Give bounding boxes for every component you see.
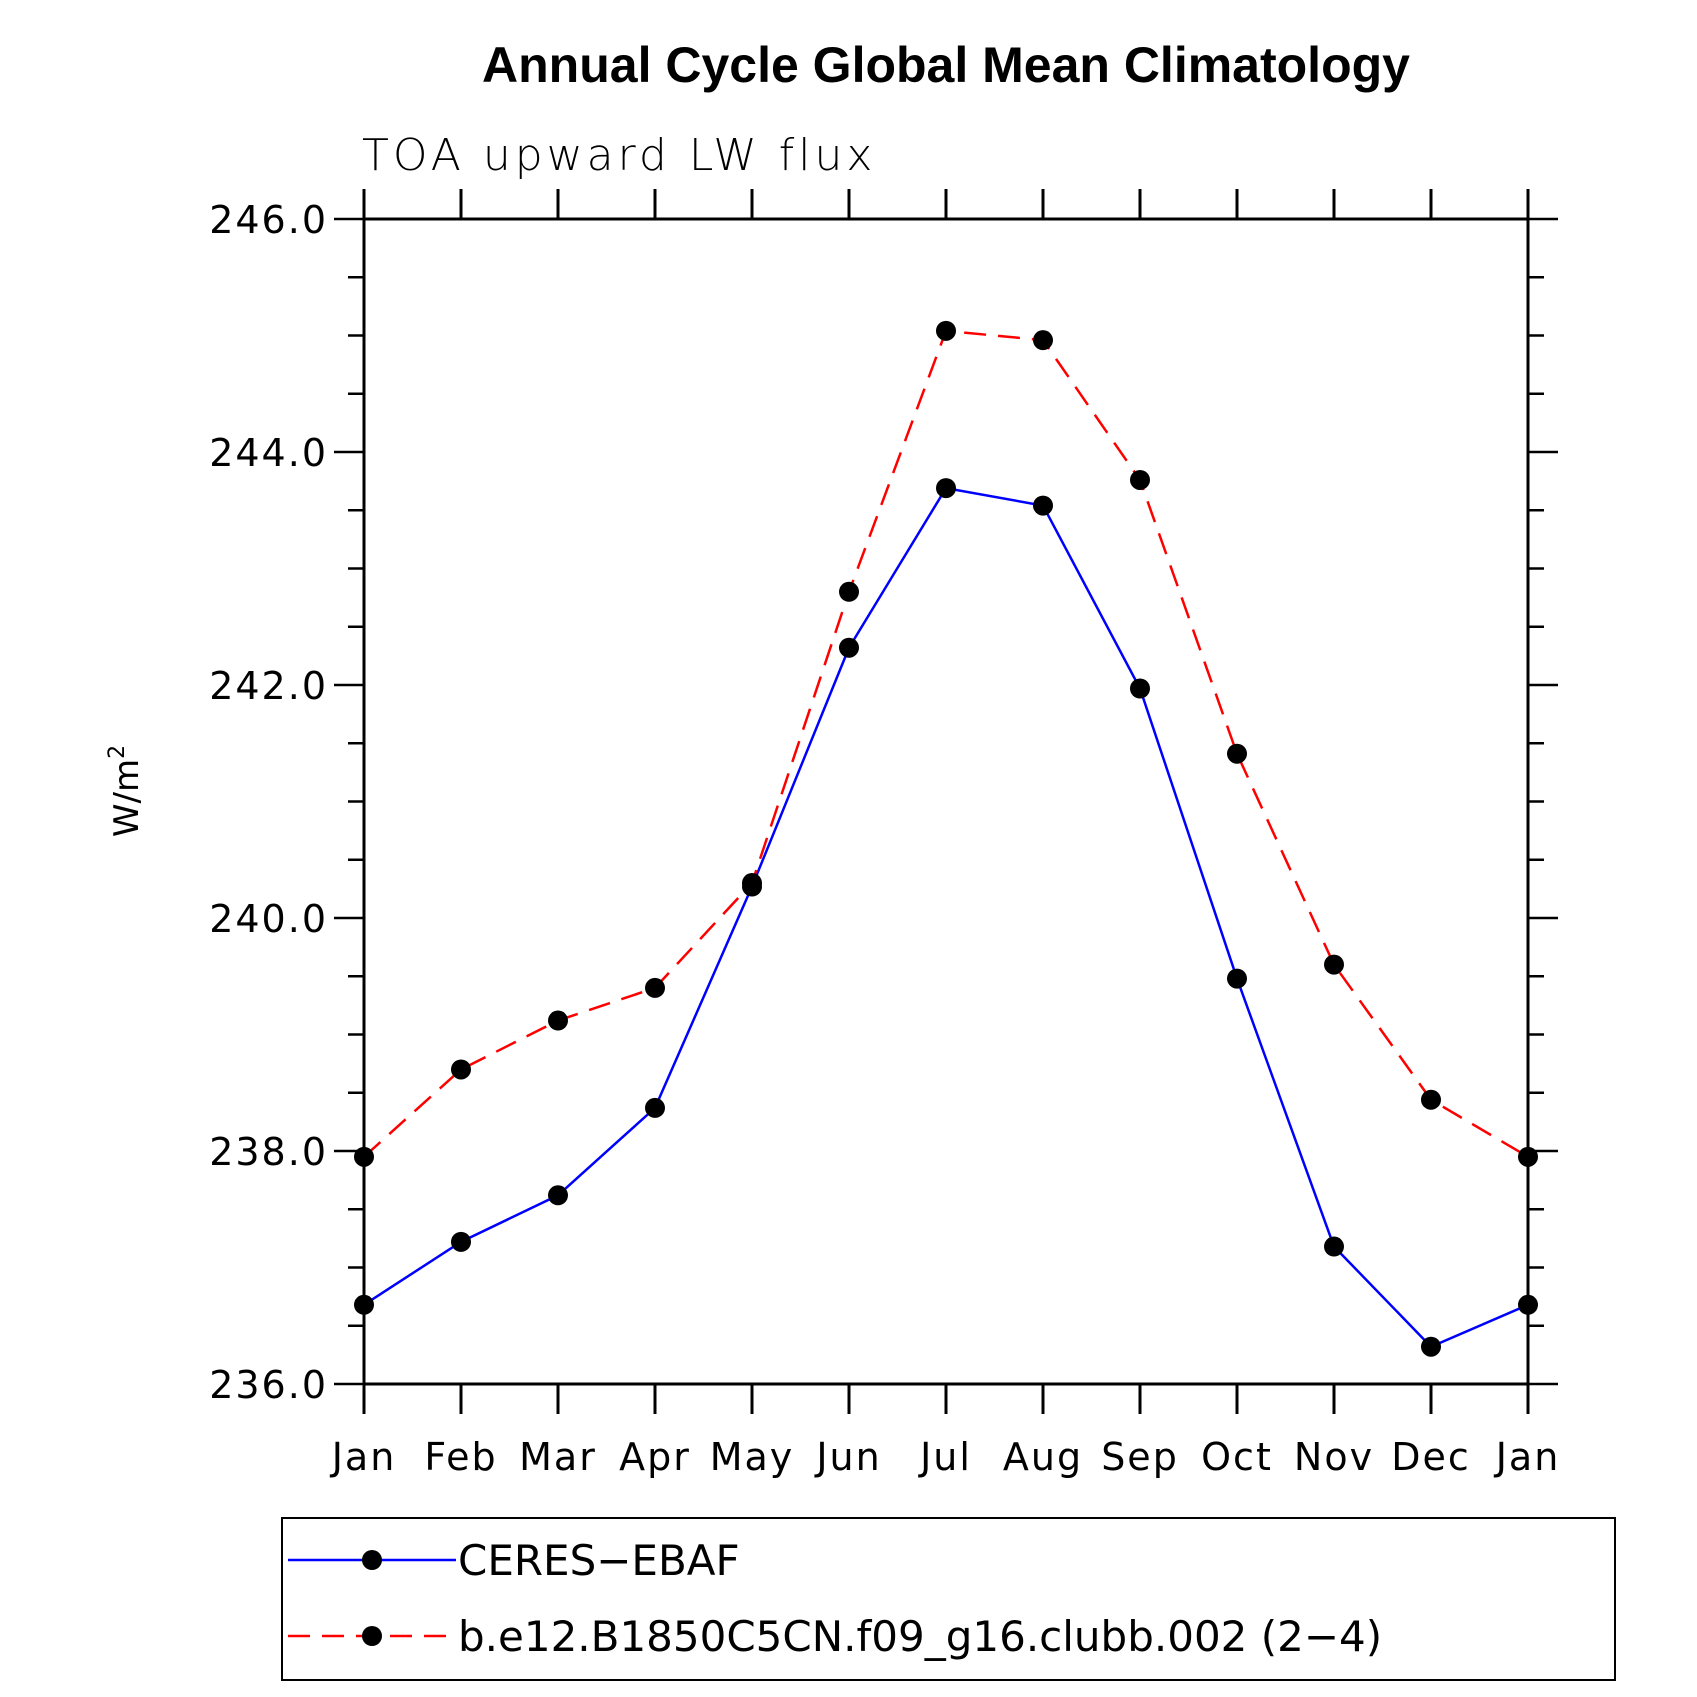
chart-title: Annual Cycle Global Mean Climatology [482, 37, 1410, 93]
x-tick-label: Apr [619, 1435, 691, 1479]
x-tick-label: Mar [519, 1435, 597, 1479]
series-1-point [1130, 678, 1150, 699]
series-2-point [936, 320, 956, 341]
series-1-point [936, 478, 956, 499]
series-1-point [839, 637, 859, 658]
series-line-2 [363, 329, 1529, 1158]
plot-series [354, 320, 1538, 1357]
series-1-point [1421, 1336, 1441, 1357]
x-tick-label: Jan [1494, 1435, 1561, 1479]
plot-frame [362, 217, 1530, 1386]
series-2-point [548, 1010, 568, 1031]
series-1-point [1324, 1236, 1344, 1257]
x-tick-label: May [710, 1435, 795, 1479]
series-line-1 [363, 486, 1529, 1349]
series-1-point [1227, 968, 1247, 989]
series-1-point [645, 1097, 665, 1118]
legend-marker-2 [362, 1626, 382, 1646]
x-tick-label: Sep [1101, 1435, 1179, 1479]
series-2-point [451, 1059, 471, 1080]
series-1-point [548, 1185, 568, 1206]
x-tick-label: Dec [1391, 1435, 1471, 1479]
x-tick-label: Oct [1201, 1435, 1273, 1479]
y-tick-label: 242.0 [209, 664, 328, 708]
x-tick-label: Jan [330, 1435, 397, 1479]
chart-subtitle: TOA upward LW flux [362, 130, 876, 181]
series-2-point [1518, 1146, 1538, 1167]
series-2-point [1130, 469, 1150, 490]
series-2-point [1421, 1089, 1441, 1110]
y-tick-label: 238.0 [209, 1130, 328, 1174]
y-axis-label-unit: W/m [107, 759, 147, 837]
legend-label-1: CERES−EBAF [458, 1536, 740, 1585]
legend: CERES−EBAF b.e12.B1850C5CN.f09_g16.clubb.… [288, 1536, 1382, 1661]
y-tick-label: 240.0 [209, 897, 328, 941]
series-2-point [839, 581, 859, 602]
x-tick-label: Jun [814, 1435, 881, 1479]
series-2-point [1324, 954, 1344, 975]
y-tick-label: 246.0 [209, 198, 328, 242]
y-tick-label: 244.0 [209, 431, 328, 475]
series-2-point [645, 977, 665, 998]
series-1-point [451, 1231, 471, 1252]
x-tick-label: Jul [918, 1435, 972, 1479]
series-1-point [1518, 1294, 1538, 1315]
series-2-point [742, 873, 762, 894]
series-1-point [1033, 495, 1053, 516]
y-axis-label-exponent: 2 [105, 745, 130, 759]
x-tick-label: Feb [424, 1435, 497, 1479]
series-2-point [354, 1146, 374, 1167]
series-2-point [1227, 743, 1247, 764]
y-axis-label: W/m2 [105, 745, 147, 837]
x-tick-label: Nov [1294, 1435, 1374, 1479]
series-1-point [354, 1294, 374, 1315]
legend-label-2: b.e12.B1850C5CN.f09_g16.clubb.002 (2−4) [458, 1612, 1382, 1661]
legend-marker-1 [362, 1550, 382, 1570]
series-2-point [1033, 330, 1053, 351]
x-tick-label: Aug [1003, 1435, 1083, 1479]
y-tick-label: 236.0 [209, 1363, 328, 1407]
plot-axes: Jan Feb Mar Apr May Jun Jul Aug Sep Oct Nov Dec Jan2… [209, 189, 1561, 1479]
legend-box [281, 1517, 1616, 1681]
